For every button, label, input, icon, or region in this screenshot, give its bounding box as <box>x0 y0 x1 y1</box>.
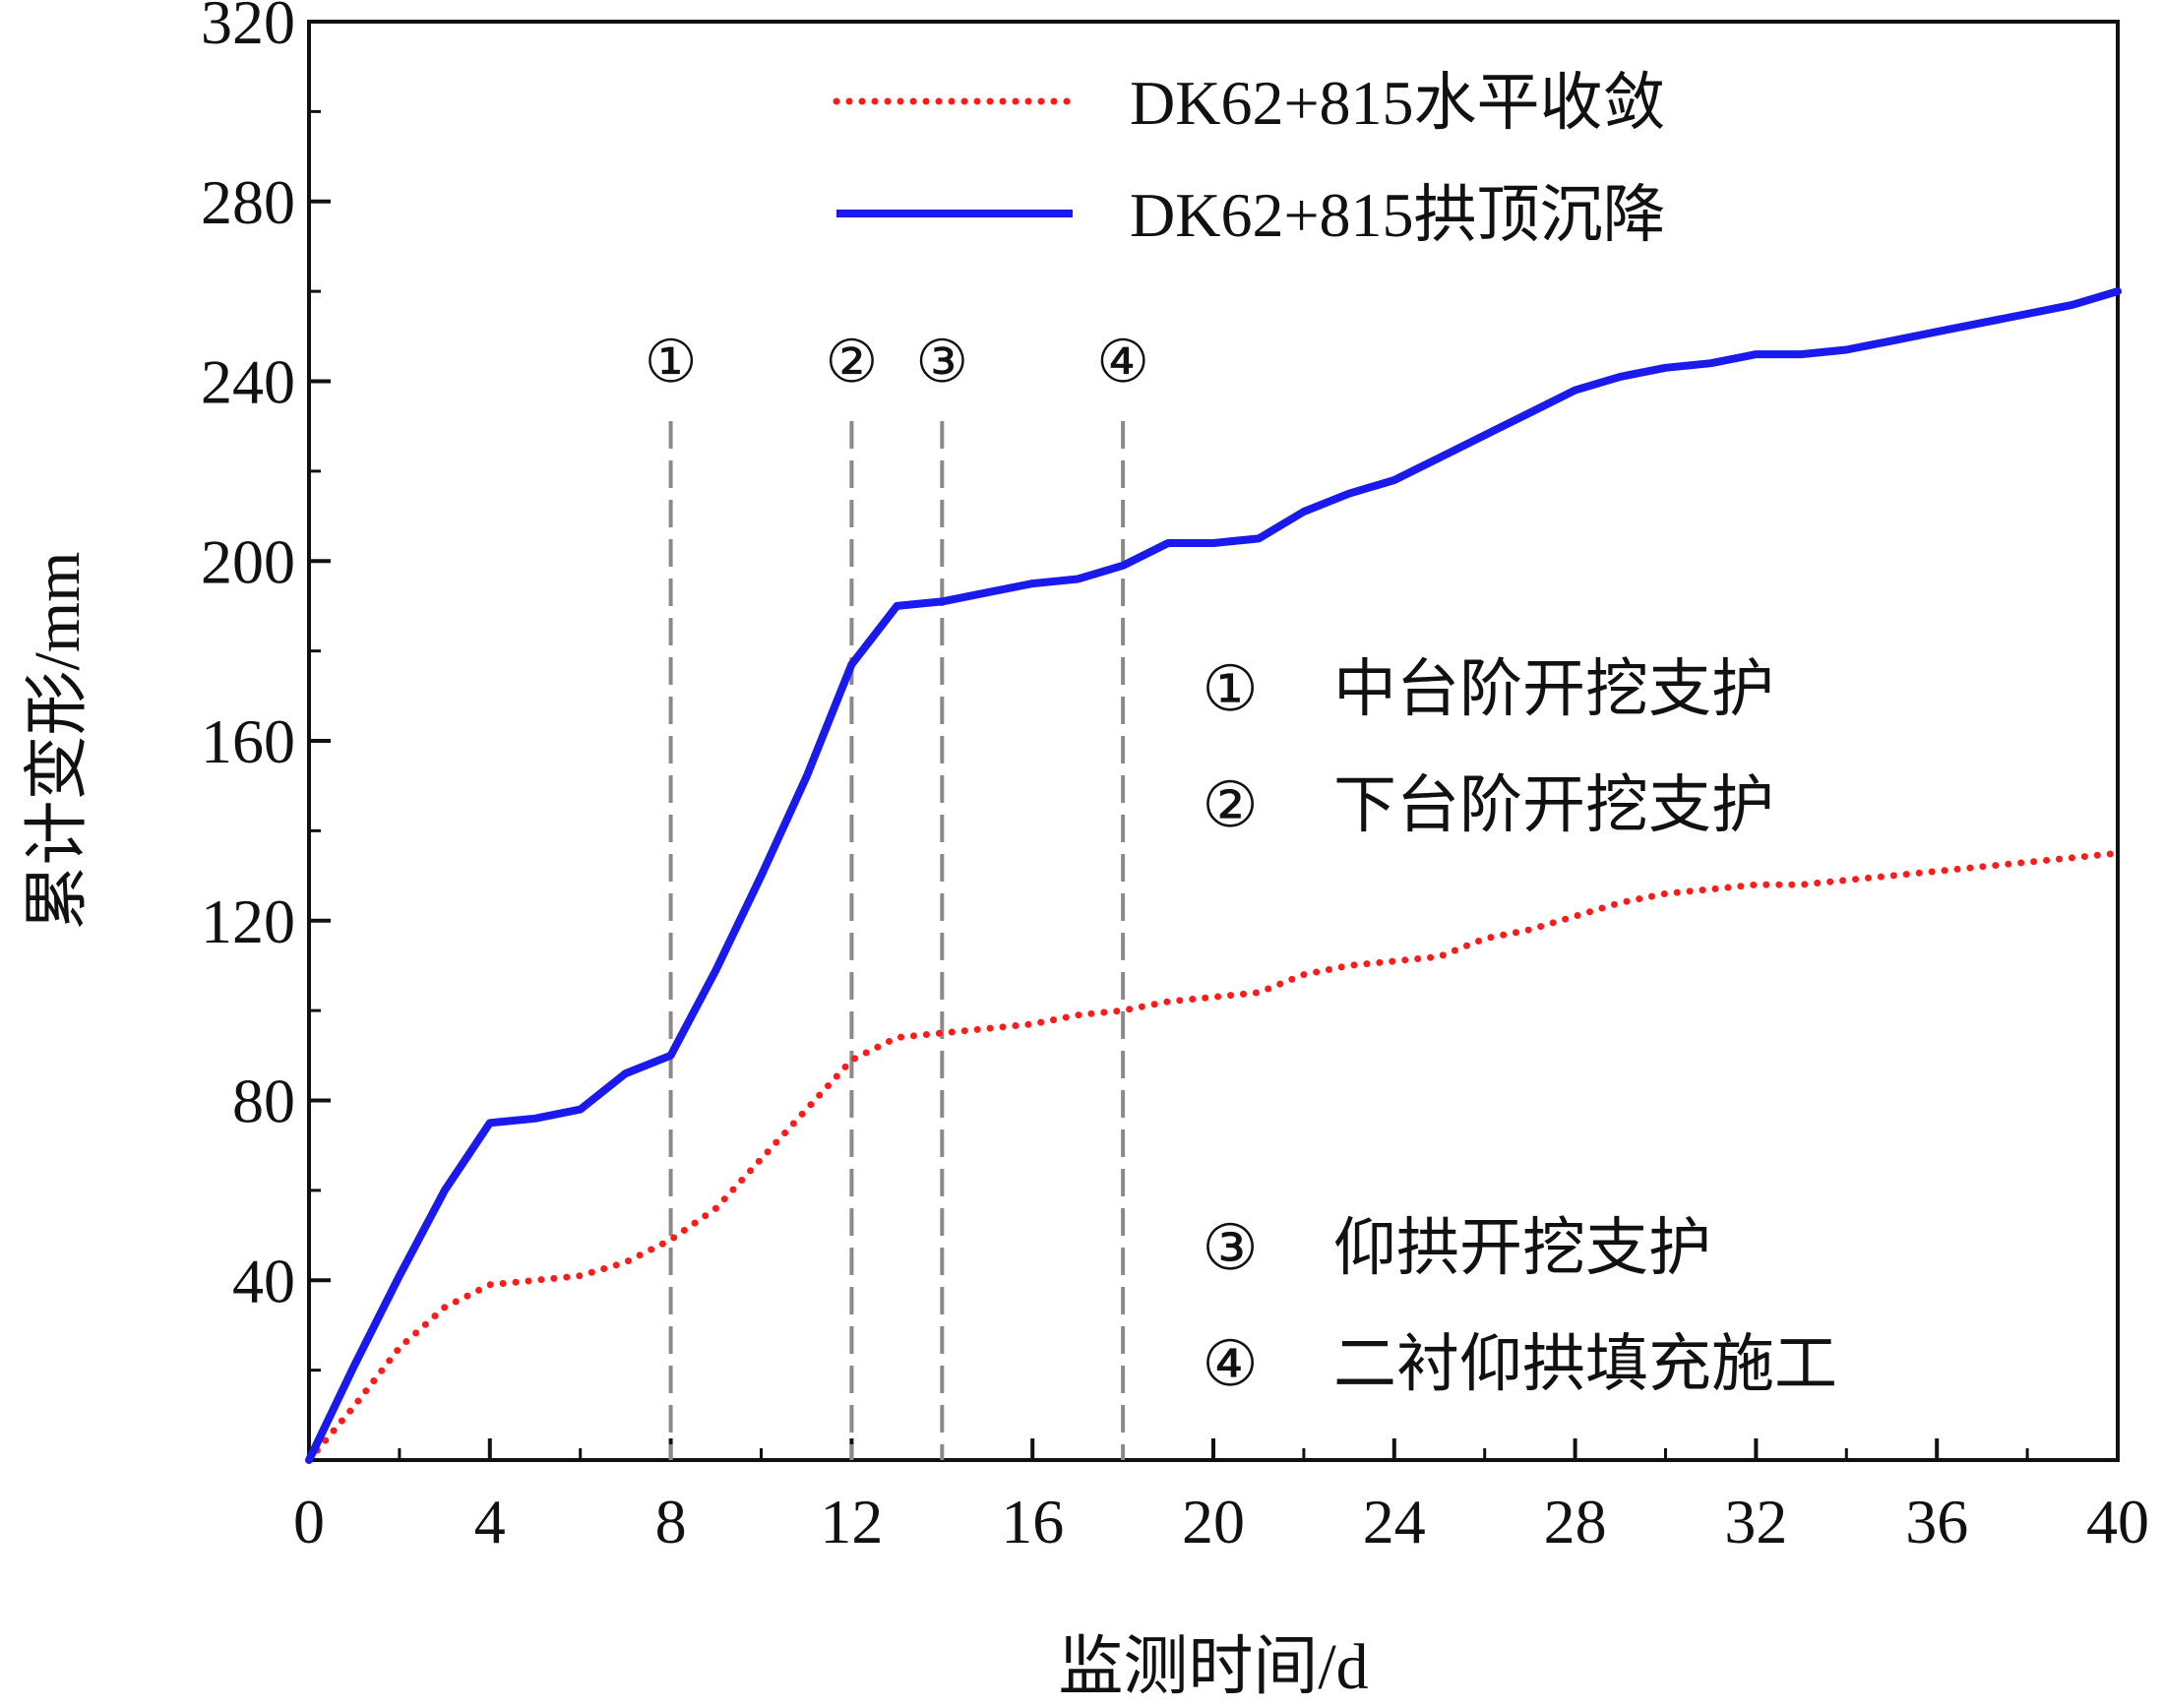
legend-label-crown-settlement: DK62+815拱顶沉降 <box>1130 180 1666 250</box>
axis-ticks: 0 4 8 12 16 20 24 28 32 36 40 40 80 120 160 200 240 280 32… <box>201 0 2149 1556</box>
x-tick-label: 0 <box>293 1487 325 1556</box>
x-tick-label: 8 <box>655 1487 687 1556</box>
x-tick-label: 24 <box>1363 1487 1426 1556</box>
annotation-text-2: 下台阶开挖支护 <box>1333 770 1774 840</box>
x-tick-label: 12 <box>820 1487 883 1556</box>
annotation-text-1: 中台阶开挖支护 <box>1333 654 1774 724</box>
construction-stage-annotations: ① 中台阶开挖支护 ② 下台阶开挖支护 ③ 仰拱开挖支护 ④ 二衬仰拱填充施工 <box>1202 654 1837 1399</box>
y-tick-label: 120 <box>201 886 295 956</box>
y-tick-label: 240 <box>201 347 295 417</box>
annotation-symbol-4: ④ <box>1202 1329 1258 1399</box>
x-tick-label: 4 <box>474 1487 506 1556</box>
annotation-text-3: 仰拱开挖支护 <box>1333 1213 1711 1283</box>
x-tick-label: 28 <box>1544 1487 1607 1556</box>
stage-marker-label-3: ③ <box>915 330 968 395</box>
y-tick-label: 200 <box>201 526 295 596</box>
annotation-symbol-1: ① <box>1202 654 1258 724</box>
annotation-symbol-3: ③ <box>1202 1213 1258 1283</box>
x-tick-label: 32 <box>1724 1487 1787 1556</box>
stage-marker-label-4: ④ <box>1096 330 1149 395</box>
x-axis-title: 监测时间/d <box>1058 1631 1368 1703</box>
y-tick-label: 320 <box>201 0 295 57</box>
x-tick-label: 36 <box>1905 1487 1968 1556</box>
x-tick-label: 40 <box>2086 1487 2149 1556</box>
annotation-text-4: 二衬仰拱填充施工 <box>1333 1329 1837 1399</box>
x-tick-label: 16 <box>1001 1487 1064 1556</box>
legend-label-horizontal-convergence: DK62+815水平收敛 <box>1130 68 1666 138</box>
y-axis-title: 累计变形/mm <box>22 551 93 930</box>
stage-marker-label-2: ② <box>826 330 879 395</box>
y-tick-label: 40 <box>232 1246 295 1315</box>
y-tick-label: 160 <box>201 706 295 776</box>
legend: DK62+815水平收敛 DK62+815拱顶沉降 <box>833 68 1666 250</box>
series-line-0 <box>305 849 2122 1464</box>
series-line-1 <box>305 287 2122 1464</box>
stage-marker-label-1: ① <box>645 330 698 395</box>
annotation-symbol-2: ② <box>1202 770 1258 840</box>
x-tick-label: 20 <box>1182 1487 1245 1556</box>
y-tick-label: 80 <box>232 1067 295 1136</box>
series-lines <box>305 287 2122 1464</box>
y-tick-label: 280 <box>201 167 295 237</box>
